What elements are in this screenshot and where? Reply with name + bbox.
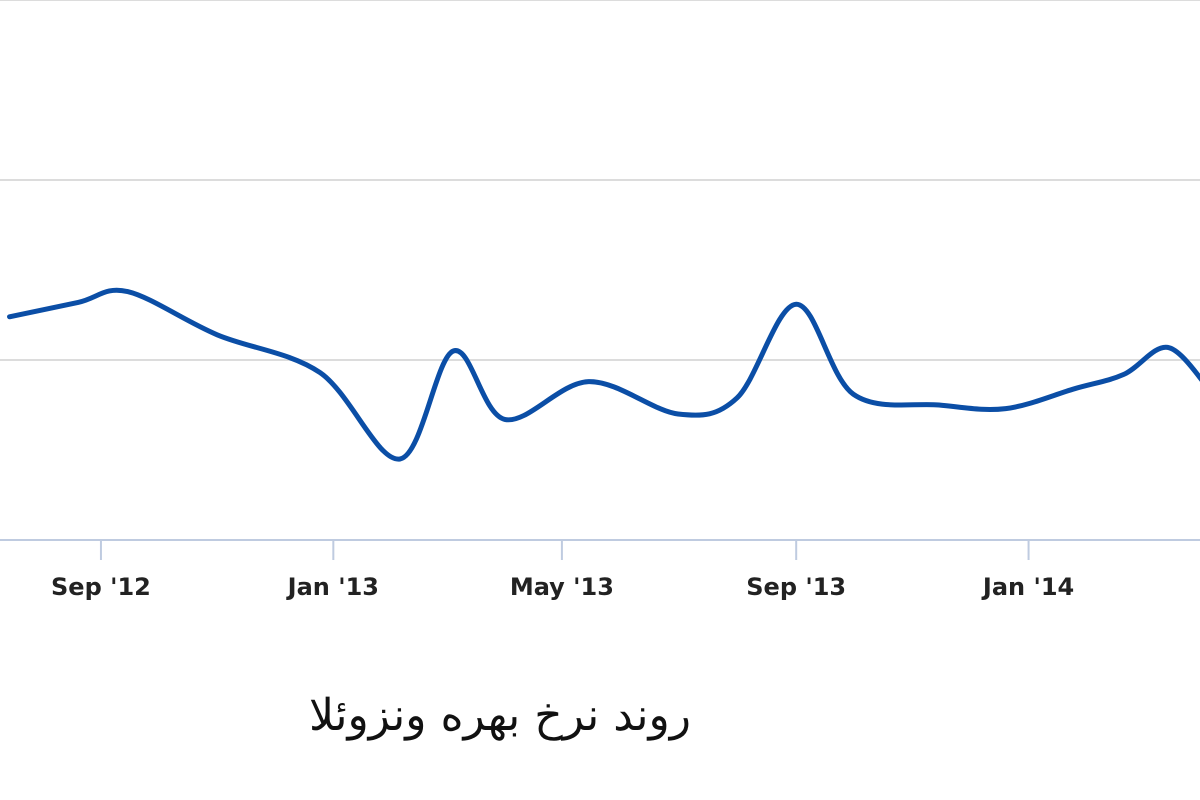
x-axis [0,539,1200,560]
x-tick-label: Sep '13 [746,573,846,601]
x-tick-label: Jan '13 [286,573,379,601]
x-tick-labels: Sep '12 Jan '13 May '13 Sep '13 Jan '14 [51,573,1074,601]
grid-layer [0,0,1200,361]
x-tick-label: Jan '14 [981,573,1074,601]
x-tick-label: Sep '12 [51,573,151,601]
series-layer [7,287,1200,462]
series-line [7,287,1200,462]
x-tick-label: May '13 [510,573,614,601]
chart-caption: روند نرخ بهره ونزوئلا [308,690,692,741]
